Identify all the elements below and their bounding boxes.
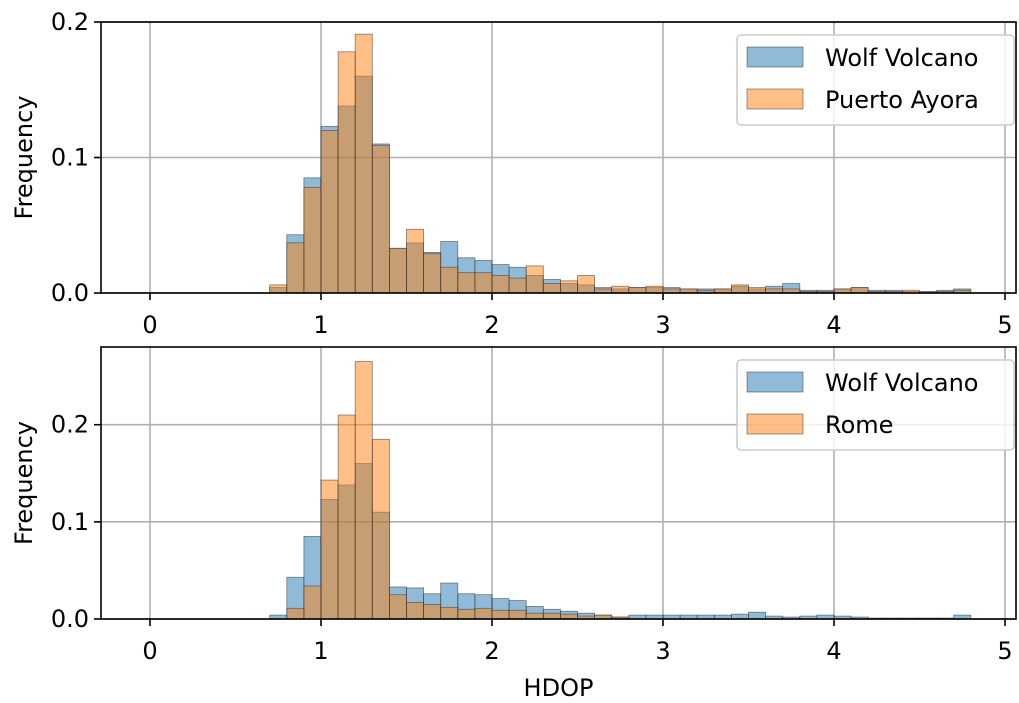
bar: [303, 186, 322, 294]
legend-swatch: [746, 46, 804, 68]
bar: [354, 33, 373, 294]
y-tick-label: 0.2: [51, 411, 89, 439]
legend-swatch: [746, 413, 804, 435]
y-tick-label: 0.1: [51, 508, 89, 536]
bar: [508, 277, 527, 294]
x-tick-label: 5: [997, 637, 1012, 665]
bar: [491, 609, 510, 620]
x-tick-label: 3: [655, 637, 670, 665]
x-tick-label: 2: [484, 637, 499, 665]
bar: [748, 287, 767, 294]
bar: [286, 242, 305, 294]
x-tick-label: 0: [142, 637, 157, 665]
bar: [474, 272, 493, 294]
legend-swatch: [746, 88, 804, 110]
bar: [525, 612, 544, 620]
bar: [371, 438, 390, 620]
x-tick-label: 3: [655, 311, 670, 339]
y-tick-label: 0.1: [51, 144, 89, 172]
x-tick-label: 2: [484, 311, 499, 339]
x-tick-label: 5: [997, 311, 1012, 339]
x-tick-label: 4: [826, 637, 841, 665]
bar: [423, 604, 442, 620]
bar: [731, 284, 749, 294]
bar: [269, 284, 288, 294]
legend-label: Wolf Volcano: [825, 369, 978, 397]
bar: [354, 361, 373, 620]
bar: [542, 283, 561, 294]
bars: [269, 33, 972, 294]
y-tick-label: 0.0: [51, 605, 89, 633]
bar: [474, 607, 493, 620]
legend-label: Wolf Volcano: [825, 44, 978, 72]
bar: [611, 285, 630, 294]
bars: [269, 361, 972, 620]
bar: [406, 228, 425, 294]
x-tick-label: 1: [313, 637, 328, 665]
bar: [748, 611, 767, 620]
x-tick-label: 0: [142, 311, 157, 339]
x-tick-label: 4: [826, 311, 841, 339]
legend-label: Puerto Ayora: [825, 86, 979, 114]
bar: [457, 608, 476, 620]
subplot-1: 0 1 2 3 4 5 0.0 0.1 0.2 Frequency Wolf Volcano Puer…: [10, 8, 1017, 339]
y-axis-label: Frequency: [10, 421, 38, 545]
bar: [440, 266, 459, 294]
bar: [560, 280, 578, 294]
subplot-2: 0 1 2 3 4 5 0.0 0.1 0.2 Frequency HDOP Wolf Volcano…: [10, 346, 1017, 702]
y-tick-label: 0.0: [51, 279, 89, 307]
bar: [491, 274, 510, 294]
bar: [645, 285, 664, 294]
legend: Wolf Volcano Puerto Ayora: [736, 34, 1015, 126]
y-tick-label: 0.2: [51, 8, 89, 36]
bar: [628, 287, 647, 294]
legend-box: [736, 34, 1015, 126]
bar: [388, 594, 407, 620]
legend-label: Rome: [825, 411, 893, 439]
bar: [286, 607, 305, 620]
legend-swatch: [746, 371, 804, 393]
bar: [525, 265, 544, 294]
bar: [388, 247, 407, 294]
legend: Wolf Volcano Rome: [736, 359, 1015, 451]
series-2: [286, 361, 630, 620]
axes-frame: [100, 346, 1017, 620]
bar: [303, 585, 322, 620]
y-axis-label: Frequency: [10, 96, 38, 220]
bar: [337, 51, 356, 294]
bar: [423, 253, 442, 294]
bar: [457, 272, 476, 294]
bar: [320, 129, 339, 294]
x-tick-label: 1: [313, 311, 328, 339]
bar: [406, 602, 425, 620]
legend-box: [736, 359, 1015, 451]
bar: [320, 479, 339, 620]
bar: [440, 606, 459, 620]
bar: [508, 609, 527, 620]
bar: [337, 414, 356, 620]
bar: [577, 274, 596, 294]
x-axis-label: HDOP: [524, 674, 594, 699]
bar: [371, 144, 390, 294]
bar: [542, 612, 561, 620]
bar: [850, 287, 869, 294]
